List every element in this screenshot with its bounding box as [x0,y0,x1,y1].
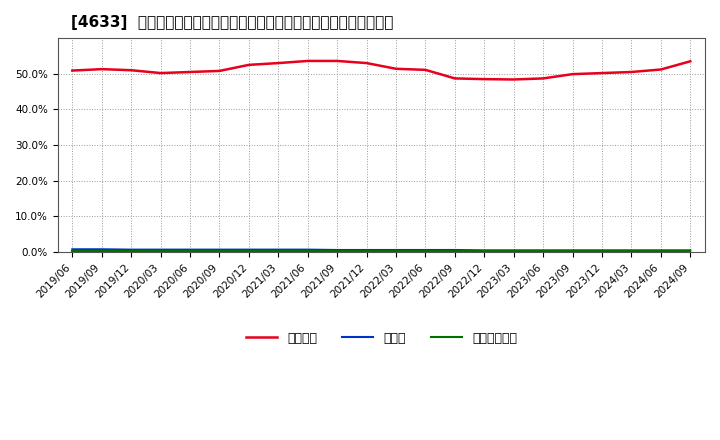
繰延税金資産 [598,249,606,254]
繰延税金資産 [568,249,577,254]
のれん [68,247,76,252]
繰延税金資産 [686,249,695,254]
のれん [392,247,400,253]
繰延税金資産 [215,249,224,254]
繰延税金資産 [657,249,665,254]
のれん [568,248,577,253]
自己資本 [657,67,665,72]
のれん [510,248,518,253]
自己資本 [245,62,253,67]
自己資本 [480,77,489,82]
のれん [421,247,430,253]
自己資本 [421,67,430,73]
繰延税金資産 [627,249,636,254]
のれん [657,248,665,253]
自己資本 [97,66,106,72]
繰延税金資産 [333,249,341,254]
自己資本 [68,68,76,73]
繰延税金資産 [451,249,459,254]
自己資本 [686,59,695,64]
自己資本 [303,59,312,64]
Line: 自己資本: 自己資本 [72,61,690,80]
繰延税金資産 [539,249,547,254]
のれん [186,247,194,252]
のれん [362,247,371,253]
のれん [156,247,165,252]
のれん [686,248,695,253]
のれん [598,248,606,253]
繰延税金資産 [68,249,76,254]
繰延税金資産 [480,249,489,254]
のれん [245,247,253,252]
自己資本 [274,60,283,66]
のれん [215,247,224,252]
自己資本 [333,59,341,64]
自己資本 [598,70,606,76]
繰延税金資産 [97,249,106,254]
繰延税金資産 [392,249,400,254]
自己資本 [215,68,224,73]
Text: [4633]  自己資本、のれん、繰延税金資産の総資産に対する比率の推移: [4633] 自己資本、のれん、繰延税金資産の総資産に対する比率の推移 [71,15,393,30]
繰延税金資産 [303,249,312,254]
自己資本 [451,76,459,81]
自己資本 [568,71,577,77]
のれん [627,248,636,253]
のれん [539,248,547,253]
のれん [97,247,106,252]
繰延税金資産 [156,249,165,254]
自己資本 [362,60,371,66]
Legend: 自己資本, のれん, 繰延税金資産: 自己資本, のれん, 繰延税金資産 [240,327,522,350]
のれん [303,247,312,252]
自己資本 [392,66,400,71]
繰延税金資産 [186,249,194,254]
のれん [274,247,283,252]
繰延税金資産 [362,249,371,254]
Line: のれん: のれん [72,249,690,250]
繰延税金資産 [245,249,253,254]
繰延税金資産 [127,249,135,254]
自己資本 [539,76,547,81]
自己資本 [186,70,194,75]
繰延税金資産 [510,249,518,254]
のれん [333,247,341,253]
自己資本 [127,68,135,73]
繰延税金資産 [421,249,430,254]
繰延税金資産 [274,249,283,254]
自己資本 [156,70,165,76]
のれん [451,247,459,253]
のれん [127,247,135,252]
自己資本 [627,70,636,75]
のれん [480,248,489,253]
自己資本 [510,77,518,82]
